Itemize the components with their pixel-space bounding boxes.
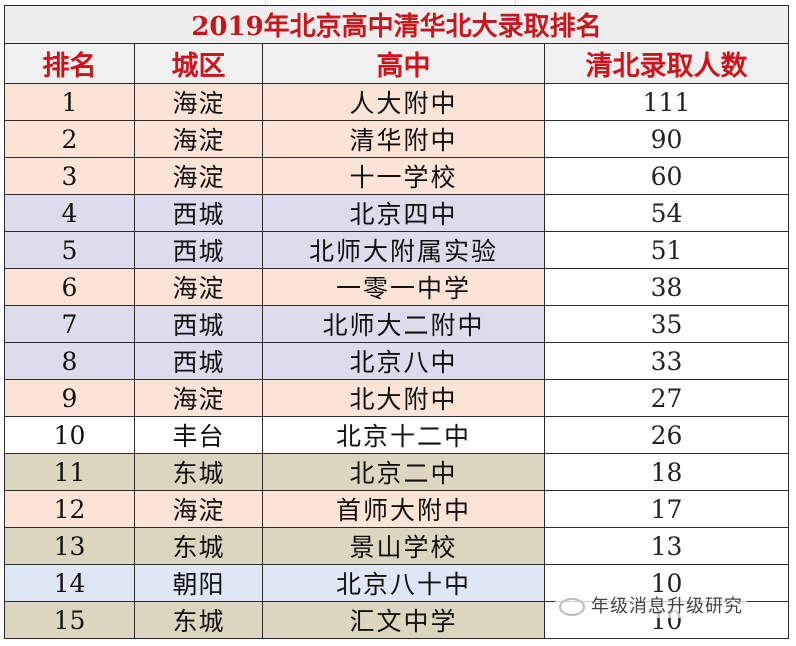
header-count: 清北录取人数 [544,43,789,84]
district-cell: 西城 [134,342,263,380]
district-cell: 海淀 [134,83,263,121]
watermark: 年级消息升级研究 [555,592,747,618]
watermark-text: 年级消息升级研究 [591,596,743,617]
table-row: 5 西城 北师大附属实验 51 [4,231,789,269]
count-cell: 51 [544,231,789,269]
school-cell: 一零一中学 [262,268,545,306]
rank-cell: 11 [4,453,135,491]
district-cell: 西城 [134,231,263,269]
school-cell: 北京八中 [262,342,545,380]
school-cell: 十一学校 [262,157,545,195]
table-row: 14 朝阳 北京八十中 10 [4,564,789,602]
ranking-table: 2019年北京高中清华北大录取排名 排名 城区 高中 清北录取人数 1 海淀 人大附… [4,5,789,639]
header-row: 排名 城区 高中 清北录取人数 [4,43,789,84]
school-cell: 北师大二附中 [262,305,545,343]
district-cell: 东城 [134,601,263,639]
table-row: 11 东城 北京二中 18 [4,453,789,491]
district-cell: 朝阳 [134,564,263,602]
rank-cell: 1 [4,83,135,121]
district-cell: 东城 [134,453,263,491]
school-cell: 景山学校 [262,527,545,565]
count-cell: 26 [544,416,789,454]
title-row: 2019年北京高中清华北大录取排名 [4,5,789,44]
rank-cell: 9 [4,379,135,417]
header-district: 城区 [134,43,263,84]
district-cell: 西城 [134,305,263,343]
table-row: 9 海淀 北大附中 27 [4,379,789,417]
rank-cell: 15 [4,601,135,639]
school-cell: 北京十二中 [262,416,545,454]
table-row: 6 海淀 一零一中学 38 [4,268,789,306]
header-school: 高中 [262,43,545,84]
rank-cell: 14 [4,564,135,602]
school-cell: 清华附中 [262,120,545,158]
table-title: 2019年北京高中清华北大录取排名 [4,5,789,44]
top-strip [0,0,796,5]
table-row: 2 海淀 清华附中 90 [4,120,789,158]
rank-cell: 3 [4,157,135,195]
table-row: 1 海淀 人大附中 111 [4,83,789,121]
district-cell: 海淀 [134,120,263,158]
table-row: 4 西城 北京四中 54 [4,194,789,232]
table-row: 8 西城 北京八中 33 [4,342,789,380]
count-cell: 90 [544,120,789,158]
count-cell: 27 [544,379,789,417]
table-row: 10 丰台 北京十二中 26 [4,416,789,454]
table-row: 12 海淀 首师大附中 17 [4,490,789,528]
district-cell: 海淀 [134,490,263,528]
school-cell: 人大附中 [262,83,545,121]
table-row: 3 海淀 十一学校 60 [4,157,789,195]
gridline [265,0,266,5]
rank-cell: 8 [4,342,135,380]
wechat-logo-icon [559,598,585,616]
school-cell: 北大附中 [262,379,545,417]
school-cell: 北京四中 [262,194,545,232]
rank-cell: 5 [4,231,135,269]
school-cell: 汇文中学 [262,601,545,639]
rank-cell: 6 [4,268,135,306]
count-cell: 54 [544,194,789,232]
school-cell: 首师大附中 [262,490,545,528]
district-cell: 东城 [134,527,263,565]
header-rank: 排名 [4,43,135,84]
count-cell: 18 [544,453,789,491]
district-cell: 海淀 [134,268,263,306]
count-cell: 13 [544,527,789,565]
count-cell: 38 [544,268,789,306]
school-cell: 北京二中 [262,453,545,491]
rank-cell: 4 [4,194,135,232]
district-cell: 海淀 [134,379,263,417]
count-cell: 17 [544,490,789,528]
district-cell: 西城 [134,194,263,232]
gridline [515,0,516,5]
rank-cell: 13 [4,527,135,565]
district-cell: 海淀 [134,157,263,195]
table-row: 7 西城 北师大二附中 35 [4,305,789,343]
school-cell: 北师大附属实验 [262,231,545,269]
count-cell: 60 [544,157,789,195]
rank-cell: 12 [4,490,135,528]
count-cell: 111 [544,83,789,121]
district-cell: 丰台 [134,416,263,454]
count-cell: 35 [544,305,789,343]
count-cell: 33 [544,342,789,380]
rank-cell: 7 [4,305,135,343]
school-cell: 北京八十中 [262,564,545,602]
rank-cell: 2 [4,120,135,158]
rank-cell: 10 [4,416,135,454]
table-row: 13 东城 景山学校 13 [4,527,789,565]
